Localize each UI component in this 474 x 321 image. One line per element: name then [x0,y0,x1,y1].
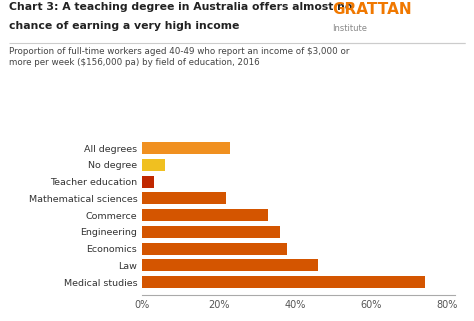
Bar [142,176,154,188]
Bar [142,209,268,221]
Bar [142,259,318,271]
Bar [142,159,165,171]
Bar [142,226,280,238]
Text: GRATTAN: GRATTAN [332,2,411,17]
Text: Proportion of full-time workers aged 40-49 who report an income of $3,000 or
mor: Proportion of full-time workers aged 40-… [9,47,350,67]
Text: chance of earning a very high income: chance of earning a very high income [9,21,240,31]
Bar [142,276,425,288]
Bar [142,142,230,154]
Text: Institute: Institute [332,24,367,33]
Text: Chart 3: A teaching degree in Australia offers almost no: Chart 3: A teaching degree in Australia … [9,2,353,12]
Bar [142,192,226,204]
Bar [142,242,287,255]
